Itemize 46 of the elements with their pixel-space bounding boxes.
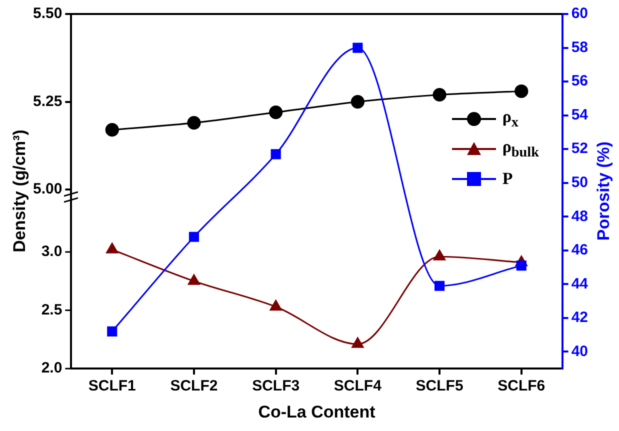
point: [516, 260, 526, 271]
legend-label: ρ$_{x}$: [502, 106, 518, 132]
point: [350, 94, 364, 109]
y3-tick-label: 5.25: [32, 92, 62, 110]
point: [270, 149, 281, 160]
point: [106, 242, 118, 254]
point: [270, 300, 282, 311]
point: [187, 116, 201, 130]
y2-tick-label: 48: [571, 208, 588, 225]
point: [432, 88, 446, 102]
y2-tick-label: 52: [571, 140, 588, 158]
x-tick-label: SCLF2: [170, 378, 218, 395]
y2-tick-label: 44: [571, 275, 589, 292]
y2-tick-label: 40: [571, 342, 588, 360]
x-tick-label: SCLF1: [88, 378, 136, 395]
x-tick-label: SCLF6: [498, 378, 546, 395]
x-tick-label: SCLF4: [334, 378, 382, 395]
y-tick-label: 2.0: [41, 360, 62, 377]
y2-tick-label: 56: [571, 72, 588, 90]
point: [105, 123, 119, 137]
y3-tick-label: 5.00: [32, 180, 62, 198]
y2-tick-label: 60: [571, 5, 588, 22]
x-tick-label: SCLF3: [252, 378, 300, 395]
point: [188, 274, 200, 285]
point: [188, 232, 200, 242]
legend-label: P: [502, 169, 513, 189]
x-tick-label: SCLF5: [416, 378, 464, 395]
point: [434, 280, 445, 291]
y2-tick-label: 58: [571, 38, 588, 56]
y-tick-label: 3.0: [41, 243, 62, 260]
point: [434, 250, 446, 260]
point: [107, 326, 118, 336]
y-axis-title: Density (g/cm³): [10, 130, 30, 253]
y-tick-label: 2.5: [41, 301, 62, 318]
point: [352, 337, 364, 348]
y2-axis-title: Porosity (%): [594, 142, 614, 241]
x-axis-title: Co-La Content: [258, 402, 376, 422]
point: [352, 42, 363, 53]
y2-tick-label: 54: [571, 106, 589, 124]
y2-tick-label: 50: [571, 174, 588, 191]
point: [514, 84, 528, 98]
y2-tick-label: 42: [571, 309, 588, 326]
y2-tick-label: 46: [571, 242, 588, 259]
point: [269, 106, 283, 120]
y3-tick-label: 5.50: [32, 5, 62, 22]
legend-label: ρ$_{bulk}$: [502, 136, 539, 162]
